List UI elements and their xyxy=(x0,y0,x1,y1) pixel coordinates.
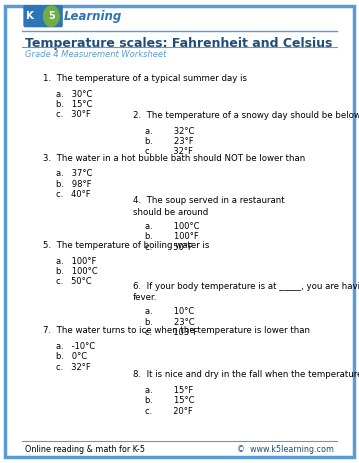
Text: b.   100°C: b. 100°C xyxy=(56,267,97,275)
Text: K: K xyxy=(26,11,34,21)
Text: Learning: Learning xyxy=(64,10,122,23)
Text: a.   100°F: a. 100°F xyxy=(56,257,96,265)
Text: b.   98°F: b. 98°F xyxy=(56,180,91,188)
Text: b.        23°C: b. 23°C xyxy=(145,318,195,326)
Text: b.        15°C: b. 15°C xyxy=(145,396,195,405)
Text: a.        10°C: a. 10°C xyxy=(145,307,195,316)
Text: ©  www.k5learning.com: © www.k5learning.com xyxy=(237,445,334,454)
Text: a.   30°C: a. 30°C xyxy=(56,90,92,99)
Text: Grade 4 Measurement Worksheet: Grade 4 Measurement Worksheet xyxy=(25,50,166,58)
Text: 3.  The water in a hot bubble bath should NOT be lower than: 3. The water in a hot bubble bath should… xyxy=(43,154,306,163)
Text: b.   0°C: b. 0°C xyxy=(56,352,87,361)
Text: Temperature scales: Fahrenheit and Celsius: Temperature scales: Fahrenheit and Celsi… xyxy=(25,37,332,50)
Text: Online reading & math for K-5: Online reading & math for K-5 xyxy=(25,445,145,454)
Text: 6.  If your body temperature is at _____, you are having a
fever.: 6. If your body temperature is at _____,… xyxy=(133,282,359,302)
Text: c.        103°F: c. 103°F xyxy=(145,328,199,337)
Text: c.        32°F: c. 32°F xyxy=(145,147,193,156)
Text: c.   30°F: c. 30°F xyxy=(56,110,90,119)
Text: 7.  The water turns to ice when the temperature is lower than: 7. The water turns to ice when the tempe… xyxy=(43,326,310,335)
Text: 2.  The temperature of a snowy day should be below: 2. The temperature of a snowy day should… xyxy=(133,111,359,120)
Text: 5.  The temperature of boiling water is: 5. The temperature of boiling water is xyxy=(43,241,209,250)
Text: 4.  The soup served in a restaurant
should be around: 4. The soup served in a restaurant shoul… xyxy=(133,196,284,217)
Text: 8.  It is nice and dry in the fall when the temperature is around: 8. It is nice and dry in the fall when t… xyxy=(133,370,359,379)
Text: b.   15°C: b. 15°C xyxy=(56,100,92,109)
Circle shape xyxy=(43,6,59,26)
Text: c.   50°C: c. 50°C xyxy=(56,277,91,286)
Text: c.   32°F: c. 32°F xyxy=(56,363,90,371)
Text: 1.  The temperature of a typical summer day is: 1. The temperature of a typical summer d… xyxy=(43,74,247,83)
Text: a.        100°C: a. 100°C xyxy=(145,222,200,231)
Text: b.        23°F: b. 23°F xyxy=(145,137,194,146)
FancyBboxPatch shape xyxy=(23,5,63,27)
FancyBboxPatch shape xyxy=(5,6,354,457)
Text: c.   40°F: c. 40°F xyxy=(56,190,90,199)
Text: c.        50°F: c. 50°F xyxy=(145,243,193,251)
Text: a.   37°C: a. 37°C xyxy=(56,169,92,178)
Text: a.        15°F: a. 15°F xyxy=(145,386,194,395)
Text: a.   -10°C: a. -10°C xyxy=(56,342,95,351)
Text: b.        100°F: b. 100°F xyxy=(145,232,199,241)
Text: 5: 5 xyxy=(48,11,55,21)
Text: c.        20°F: c. 20°F xyxy=(145,407,193,415)
Text: a.        32°C: a. 32°C xyxy=(145,127,195,136)
